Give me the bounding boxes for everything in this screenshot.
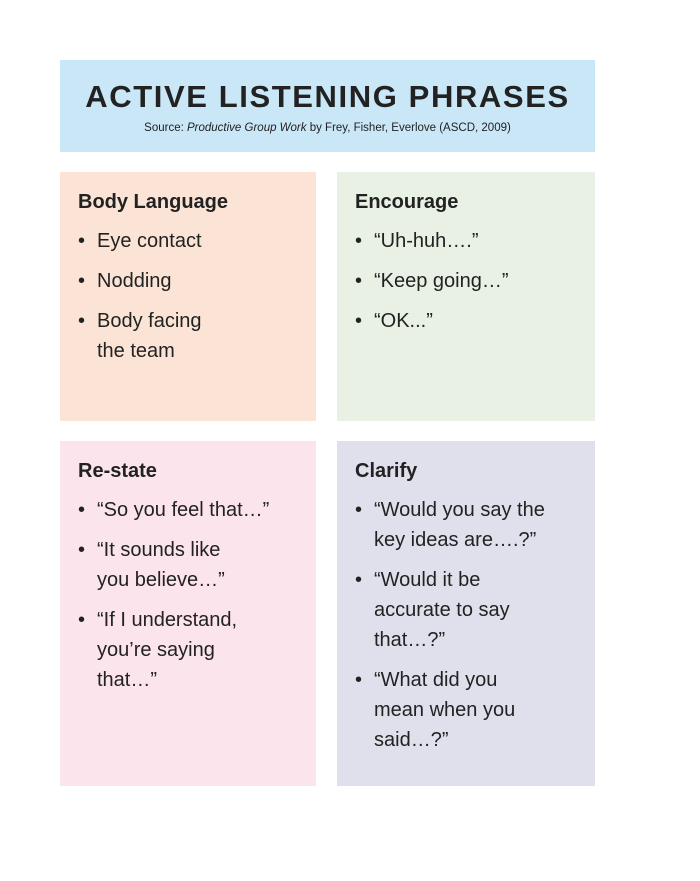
list-item-text: “So you feel that…” [97, 499, 270, 521]
bullet-icon: • [78, 270, 86, 292]
list-item: • “Uh-huh….” [355, 226, 577, 256]
list-item-text: “What did you mean when you said…?” [374, 669, 516, 751]
list-item-text: “It sounds like you believe…” [97, 539, 225, 591]
bullet-icon: • [355, 270, 363, 292]
list-item: • Nodding [78, 266, 298, 296]
list-item-text: “If I understand, you’re saying that…” [97, 609, 238, 691]
panel-restate: Re-state • “So you feel that…” • “It sound… [60, 441, 316, 786]
bullet-icon: • [78, 310, 86, 332]
page-title: ACTIVE LISTENING PHRASES [85, 79, 570, 114]
bullet-icon: • [355, 230, 363, 252]
source-suffix: by Frey, Fisher, Everlove (ASCD, 2009) [306, 122, 511, 134]
list-item-text: “Would you say the key ideas are….?” [374, 499, 545, 551]
bullet-icon: • [355, 669, 363, 691]
phrase-list: • Eye contact • Nodding • Body facing the t… [78, 226, 298, 366]
list-item: • “Would you say the key ideas are….?” [355, 495, 577, 555]
bullet-icon: • [78, 609, 86, 631]
list-item-text: “OK...” [374, 310, 433, 332]
panel-body-language: Body Language • Eye contact • Nodding • Bod… [60, 172, 316, 421]
list-item: • “Would it be accurate to say that…?” [355, 565, 534, 655]
bullet-icon: • [78, 539, 86, 561]
panel-encourage: Encourage • “Uh-huh….” • “Keep going…” • “O… [337, 172, 595, 421]
source-prefix: Source: [144, 122, 187, 134]
title-banner: ACTIVE LISTENING PHRASES Source: Product… [60, 60, 595, 152]
list-item-text: “Would it be accurate to say that…?” [374, 569, 510, 651]
list-item: • Body facing the team [78, 306, 217, 366]
phrase-list: • “Uh-huh….” • “Keep going…” • “OK...” [355, 226, 577, 336]
panel-heading: Encourage [355, 191, 459, 213]
list-item-text: “Keep going…” [374, 270, 509, 292]
list-item-text: “Uh-huh….” [374, 230, 479, 252]
list-item: • “What did you mean when you said…?” [355, 665, 534, 755]
panel-heading: Clarify [355, 460, 418, 482]
bullet-icon: • [355, 499, 363, 521]
phrase-list: • “Would you say the key ideas are….?” • “… [355, 495, 577, 755]
panel-clarify: Clarify • “Would you say the key ideas ar… [337, 441, 595, 786]
bullet-icon: • [78, 499, 86, 521]
list-item: • “If I understand, you’re saying that…” [78, 605, 277, 695]
phrase-list: • “So you feel that…” • “It sounds like yo… [78, 495, 298, 695]
list-item: • “It sounds like you believe…” [78, 535, 257, 595]
list-item: • “So you feel that…” [78, 495, 298, 525]
source-citation: Source: Productive Group Work by Frey, F… [60, 122, 595, 134]
bullet-icon: • [355, 569, 363, 591]
list-item: • “Keep going…” [355, 266, 577, 296]
panel-heading: Body Language [78, 191, 229, 213]
list-item: • Eye contact [78, 226, 298, 256]
bullet-icon: • [355, 310, 363, 332]
list-item: • “OK...” [355, 306, 577, 336]
panel-heading: Re-state [78, 460, 157, 482]
bullet-icon: • [78, 230, 86, 252]
list-item-text: Eye contact [97, 230, 202, 252]
list-item-text: Nodding [97, 270, 172, 292]
source-book-title: Productive Group Work [187, 122, 307, 134]
list-item-text: Body facing the team [97, 310, 202, 362]
